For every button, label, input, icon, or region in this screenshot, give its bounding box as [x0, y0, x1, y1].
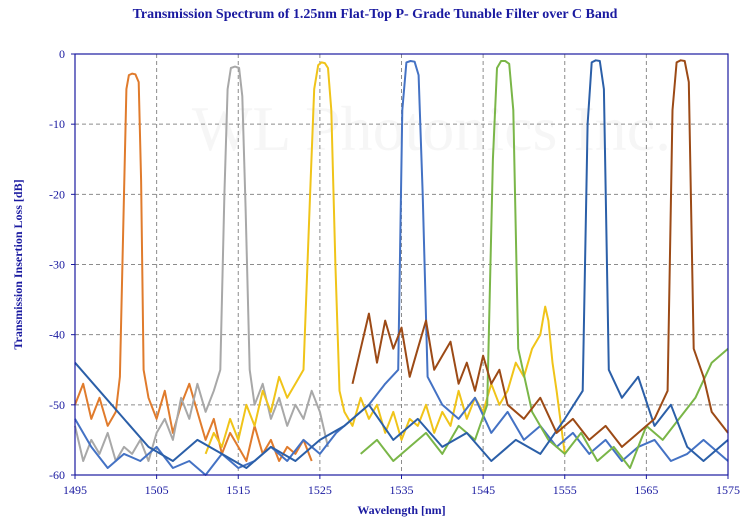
- x-axis-label: Wavelength [nm]: [357, 503, 445, 517]
- x-tick-label: 1525: [308, 483, 332, 497]
- y-tick-label: -40: [49, 328, 65, 342]
- x-tick-label: 1535: [390, 483, 414, 497]
- x-tick-label: 1515: [226, 483, 250, 497]
- chart-title: Transmission Spectrum of 1.25nm Flat-Top…: [132, 7, 618, 22]
- axes: [71, 53, 729, 479]
- x-tick-label: 1555: [553, 483, 577, 497]
- series-line-2: [74, 65, 329, 462]
- axis-labels: 1495 1505 1515 1525 1535 1545 1555 1565 1575 0 -10…: [11, 47, 740, 517]
- series-line-5: [360, 60, 729, 469]
- x-tick-label: 1565: [634, 483, 658, 497]
- watermark-text: WL Photonics Inc.: [192, 93, 671, 164]
- y-tick-label: -20: [49, 187, 65, 201]
- watermark: WL Photonics Inc.: [192, 93, 671, 164]
- x-tick-label: 1545: [471, 483, 495, 497]
- y-tick-label: -30: [49, 258, 65, 272]
- series-line-6: [74, 59, 729, 469]
- y-tick-label: 0: [59, 47, 65, 61]
- series-line-7: [351, 59, 729, 448]
- y-tick-label: -10: [49, 117, 65, 131]
- series-group: [74, 59, 729, 476]
- x-tick-label: 1505: [145, 483, 169, 497]
- y-axis-label: Transmission Insertion Loss [dB]: [11, 179, 25, 349]
- x-tick-label: 1575: [716, 483, 740, 497]
- y-tick-label: -50: [49, 398, 65, 412]
- series-line-4: [74, 60, 729, 476]
- x-tick-label: 1495: [63, 483, 87, 497]
- y-tick-label: -60: [49, 468, 65, 482]
